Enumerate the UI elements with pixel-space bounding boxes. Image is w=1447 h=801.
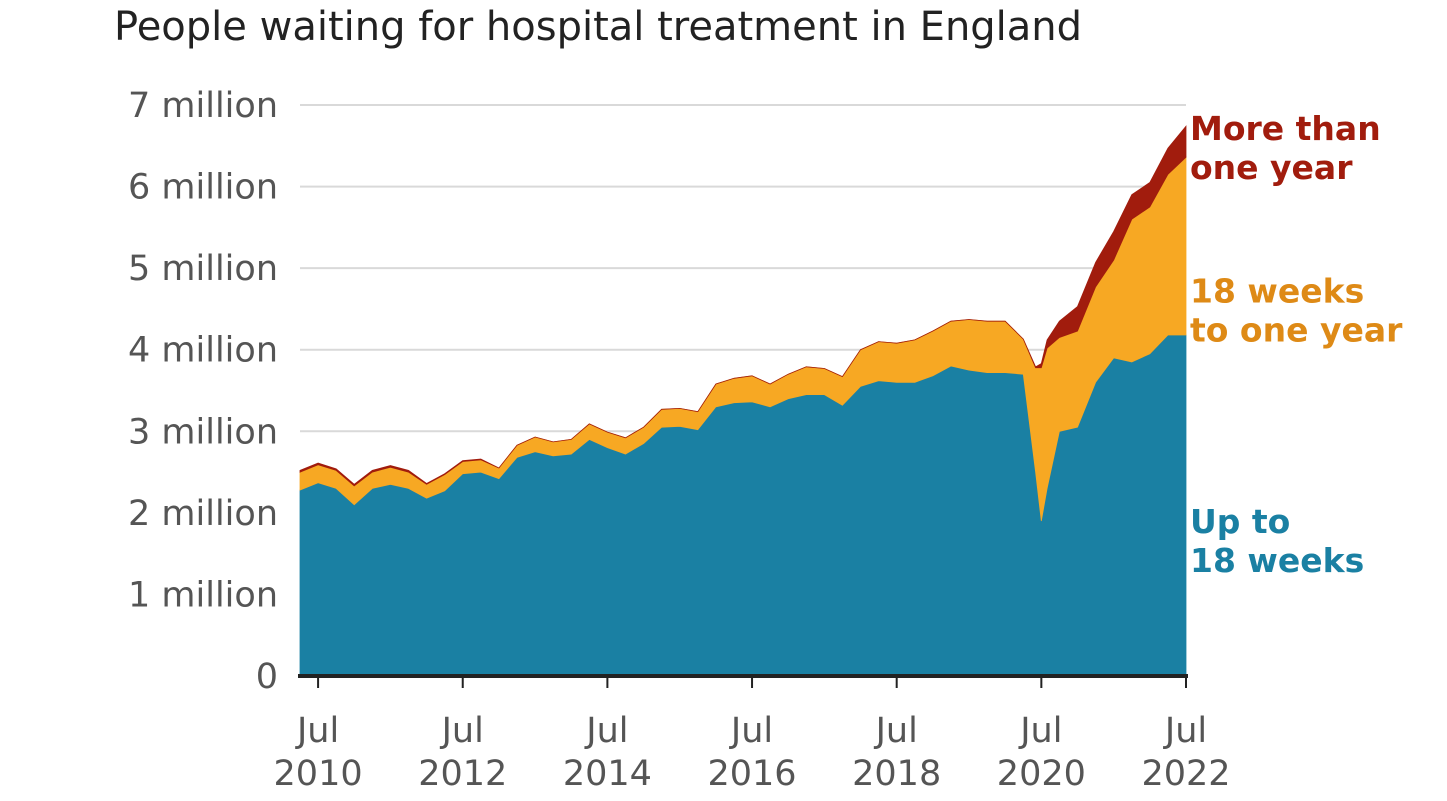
y-tick-label: 6 million — [128, 168, 278, 208]
y-tick-label: 5 million — [128, 249, 278, 289]
y-tick-label: 7 million — [128, 86, 278, 126]
x-tick-label: 2012 — [418, 754, 507, 794]
x-tick-label: Jul — [440, 711, 484, 751]
x-tick-label: Jul — [584, 711, 628, 751]
x-tick-label: 2022 — [1141, 754, 1230, 794]
x-tick-label: 2020 — [997, 754, 1086, 794]
x-tick-label: Jul — [729, 711, 773, 751]
series-label: Up to — [1190, 502, 1290, 541]
series-label: 18 weeks — [1190, 271, 1364, 310]
axes: 0 1 million 2 million 3 million 4 million 5 m… — [128, 86, 1231, 794]
series-label: 18 weeks — [1190, 541, 1364, 580]
y-tick-label: 1 million — [128, 575, 278, 615]
x-tick-label: 2014 — [563, 754, 652, 794]
x-tick-label: Jul — [874, 711, 918, 751]
series-label: one year — [1190, 148, 1353, 187]
x-tick-label: 2010 — [274, 754, 363, 794]
chart-title: People waiting for hospital treatment in… — [114, 4, 1083, 50]
series-label: to one year — [1190, 310, 1403, 349]
y-tick-label: 4 million — [128, 331, 278, 371]
x-tick-label: 2016 — [708, 754, 797, 794]
area-series — [299, 125, 1187, 677]
y-tick-label: 3 million — [128, 412, 278, 452]
x-tick-label: 2018 — [852, 754, 941, 794]
x-tick-label: Jul — [295, 711, 339, 751]
y-tick-label: 2 million — [128, 494, 278, 534]
y-tick-label: 0 — [256, 657, 278, 697]
x-tick-label: Jul — [1163, 711, 1207, 751]
series-label: More than — [1190, 109, 1381, 148]
x-tick-label: Jul — [1018, 711, 1062, 751]
area-more-than-one-year — [299, 125, 1187, 487]
